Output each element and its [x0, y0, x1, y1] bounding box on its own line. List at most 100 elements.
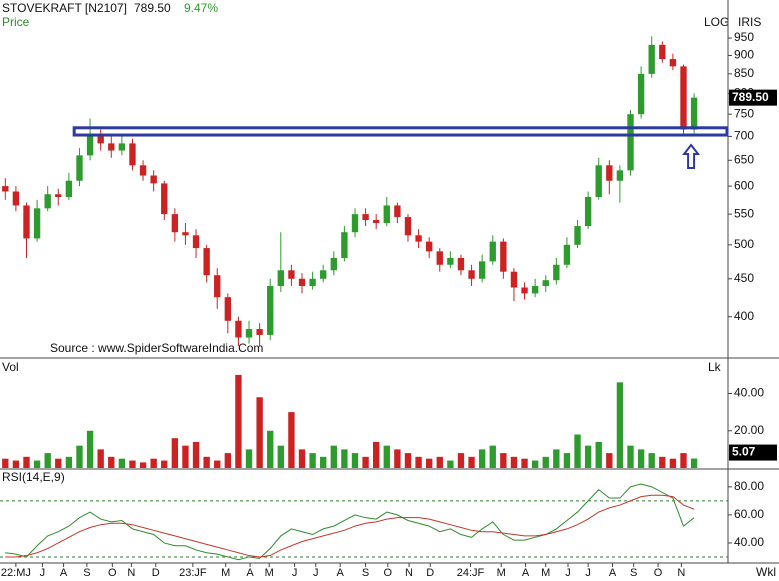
volume-bar: [235, 374, 242, 468]
candle-body: [139, 165, 147, 176]
candle-body: [320, 270, 327, 279]
candle-body: [415, 235, 422, 242]
volume-bar: [129, 460, 136, 468]
volume-bar: [86, 430, 94, 468]
volume-bar: [659, 456, 666, 468]
candle-body: [362, 214, 369, 221]
volume-bar: [362, 456, 369, 468]
candle-body: [23, 205, 30, 239]
x-tick-label: J: [585, 567, 591, 579]
y-tick-label: 450: [734, 271, 754, 285]
candle-body: [150, 175, 157, 184]
volume-bar: [478, 449, 486, 468]
x-tick-label: J: [313, 567, 319, 579]
volume-bar: [584, 445, 592, 468]
x-tick-label: M: [497, 567, 506, 579]
volume-bar: [457, 453, 465, 468]
candle-body: [298, 278, 306, 287]
volume-bar: [383, 445, 390, 468]
y-tick-label: 650: [734, 152, 754, 166]
candle-body: [383, 205, 390, 224]
candle-body: [606, 165, 613, 181]
candle-body: [680, 66, 687, 130]
candle-body: [161, 183, 168, 215]
x-tick-label: J: [40, 567, 46, 579]
support-zone: [72, 126, 729, 137]
candle-body: [447, 257, 454, 265]
x-tick-label: A: [609, 567, 617, 579]
y-tick-label: 950: [734, 30, 754, 44]
volume-bar: [542, 456, 549, 468]
y-tick-label: 550: [734, 206, 754, 220]
symbol: STOVEKRAFT [N2107]: [2, 1, 127, 15]
candle-body: [192, 235, 200, 249]
x-tick-label: D: [152, 567, 160, 579]
rsi-label: RSI(14,E,9): [2, 470, 65, 484]
rsi-line: [5, 494, 695, 558]
candle-body: [33, 208, 41, 239]
candle-body: [500, 241, 507, 272]
volume-bar: [669, 458, 677, 468]
x-tick-label: A: [336, 567, 344, 579]
volume-bar: [309, 453, 316, 468]
y-tick-label: 500: [734, 237, 754, 251]
volume-bar: [351, 453, 359, 468]
x-tick-label: J: [292, 567, 298, 579]
candle-body: [616, 170, 624, 181]
candle-body: [171, 214, 179, 233]
unit-label: Lk: [708, 360, 722, 374]
candle-body: [489, 241, 496, 262]
candle-body: [44, 194, 51, 209]
arrow: [682, 143, 701, 170]
volume-bar: [330, 445, 337, 468]
volume-bar: [2, 458, 9, 468]
candle-body: [627, 114, 634, 171]
x-tick-label: M: [265, 567, 274, 579]
volume-bar: [224, 453, 232, 468]
x-tick-label: 24:JF: [457, 567, 485, 579]
volume-bar: [288, 412, 295, 468]
x-tick-label: A: [60, 567, 68, 579]
candle-body: [55, 194, 62, 198]
volume-bar: [531, 460, 539, 468]
candle-body: [224, 297, 232, 321]
volume-bar: [510, 456, 518, 468]
volume-bar: [65, 456, 73, 468]
volume-bar: [415, 456, 422, 468]
volume-bar: [627, 445, 634, 468]
volume-bar: [468, 456, 475, 468]
scale-label: LOG: [704, 15, 729, 29]
x-tick-label: D: [426, 567, 434, 579]
last-volume: 5.07: [732, 445, 756, 459]
volume-bar: [277, 445, 284, 468]
volume-label: Vol: [2, 360, 19, 374]
candle-body: [245, 329, 253, 338]
volume-bar: [341, 449, 348, 468]
x-tick-label: S: [362, 567, 369, 579]
candle-body: [425, 241, 433, 252]
x-tick-label: O: [384, 567, 393, 579]
volume-bar: [595, 441, 602, 468]
volume-bar: [637, 449, 645, 468]
x-tick-label: M: [221, 567, 230, 579]
x-tick-label: O: [108, 567, 117, 579]
candle-body: [553, 264, 560, 281]
candle-body: [65, 180, 73, 198]
x-tick-label: N: [677, 567, 685, 579]
volume-bar: [373, 441, 380, 468]
candle-body: [2, 186, 9, 192]
candle-body: [86, 136, 94, 156]
volume-bar: [521, 458, 528, 468]
x-label: Wkl: [756, 565, 776, 579]
last-volume-box: [729, 444, 777, 461]
candle-body: [584, 197, 592, 227]
volume-bar: [12, 460, 20, 468]
volume-bar: [171, 438, 179, 468]
y-tick-label: 40.00: [734, 386, 764, 400]
volume-bar: [404, 453, 412, 468]
volume-bar: [192, 441, 200, 468]
volume-bar: [108, 456, 115, 468]
volume-bar: [648, 453, 655, 468]
candle-body: [203, 248, 210, 276]
